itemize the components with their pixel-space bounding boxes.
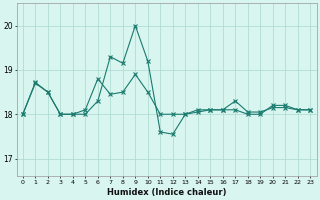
X-axis label: Humidex (Indice chaleur): Humidex (Indice chaleur) (107, 188, 226, 197)
